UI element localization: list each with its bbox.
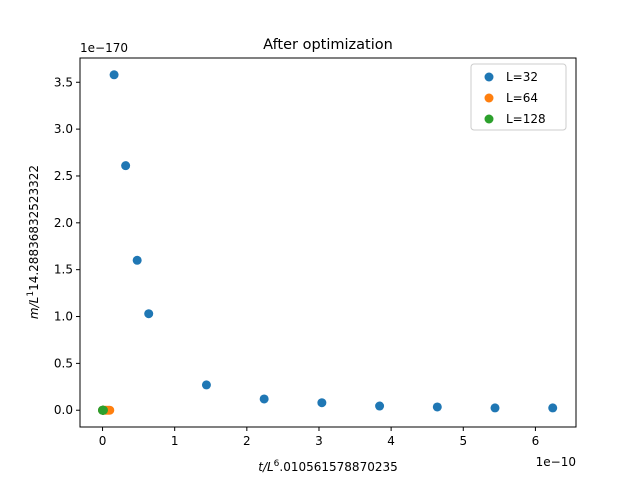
data-point (259, 394, 269, 404)
data-point (98, 405, 108, 415)
data-point (490, 403, 500, 413)
y-axis-label: m/L114.28836832523322 (26, 165, 41, 319)
y-tick-label: 1.5 (54, 263, 73, 277)
y-tick-label: 3.0 (54, 122, 73, 136)
data-point (109, 70, 119, 80)
legend-marker (484, 93, 494, 103)
axis-ticks: 0 1 2 3 4 5 6 0.0 0.5 1.0 1.5 2.0 2.5 3.0 3.5 (54, 75, 539, 448)
x-offset-label: 1e−10 (536, 455, 576, 469)
legend-marker (484, 72, 494, 82)
data-point (121, 161, 131, 171)
x-tick-label: 1 (171, 434, 179, 448)
data-point (317, 398, 327, 408)
plot-area (79, 57, 577, 428)
y-tick-label: 2.0 (54, 216, 73, 230)
y-tick-label: 0.0 (54, 403, 73, 417)
legend-box (470, 63, 567, 131)
data-point (432, 402, 442, 412)
data-point (375, 401, 385, 411)
x-axis-label: t/L6.010561578870235 (258, 459, 398, 474)
legend-label: L=64 (506, 91, 538, 105)
series-L=32 (98, 70, 558, 415)
data-point (144, 309, 154, 319)
x-tick-label: 6 (532, 434, 540, 448)
x-tick-label: 4 (387, 434, 395, 448)
x-tick-label: 3 (315, 434, 323, 448)
legend-label: L=32 (506, 70, 538, 84)
legend-label: L=128 (506, 112, 546, 126)
data-point (132, 255, 142, 265)
y-tick-label: 3.5 (54, 75, 73, 89)
series-L=128 (98, 405, 108, 415)
data-point (105, 405, 115, 415)
data-point (201, 380, 211, 390)
legend-marker (484, 114, 494, 124)
data-point (548, 403, 558, 413)
x-tick-label: 2 (243, 434, 251, 448)
y-offset-label: 1e−170 (80, 41, 128, 55)
x-tick-label: 0 (99, 434, 107, 448)
legend: L=32 L=64 L=128 (470, 63, 567, 131)
y-tick-label: 2.5 (54, 169, 73, 183)
y-tick-label: 0.5 (54, 356, 73, 370)
chart-title: After optimization (263, 37, 393, 53)
axes-frame (79, 57, 577, 428)
x-tick-label: 5 (459, 434, 467, 448)
y-tick-label: 1.0 (54, 310, 73, 324)
